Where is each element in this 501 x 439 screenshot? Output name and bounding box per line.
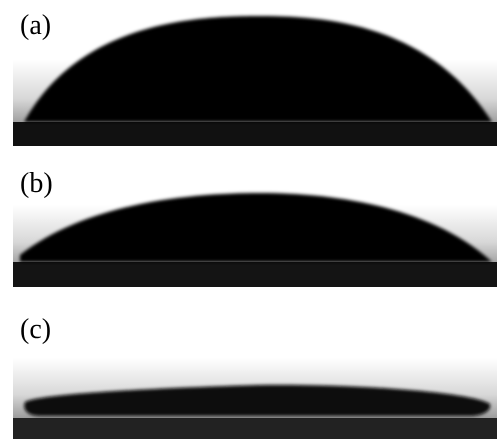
substrate [13,122,497,146]
panel-label: (a) [20,10,51,41]
figure: (a) (b) (c) [0,0,501,439]
page: (a) (b) (c) (() => { const data = JSON.p… [0,0,501,439]
panel-label: (b) [20,168,53,199]
substrate [13,262,497,287]
panel-b: (b) [13,168,497,287]
droplet [24,16,492,122]
panel-label: (c) [20,314,51,345]
substrate [13,418,497,439]
panel-c: (c) [13,314,497,439]
panel-a: (a) [13,10,497,146]
droplet [20,193,492,262]
